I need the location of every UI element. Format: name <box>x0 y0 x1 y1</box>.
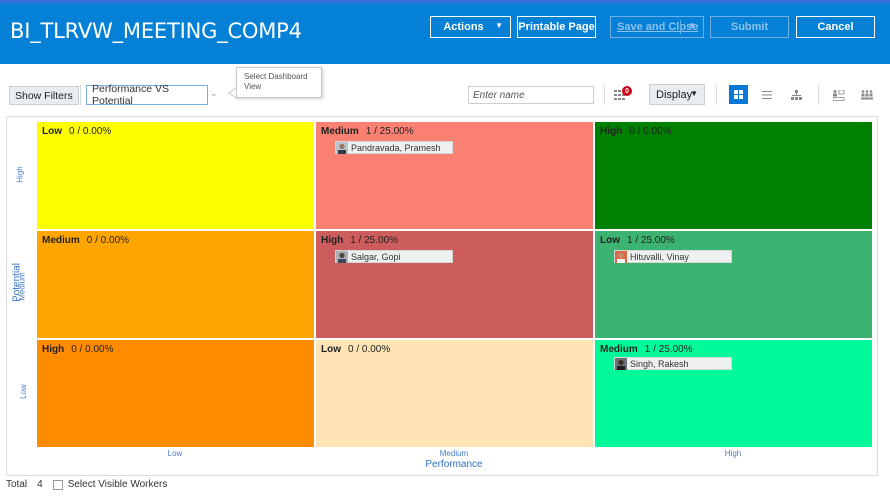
dashboard-view-select[interactable]: Performance VS Potential <box>86 83 208 107</box>
x-axis-title: Performance <box>425 459 483 470</box>
display-label: Display <box>656 88 693 101</box>
worker-name: Pandravada, Pramesh <box>351 142 441 153</box>
actions-label: Actions <box>443 21 484 33</box>
total-label: Total <box>6 479 28 490</box>
avatar-icon <box>336 250 348 263</box>
cell-stat: 1 / 25.00% <box>644 344 693 355</box>
split-divider <box>680 20 681 34</box>
grid-view-button[interactable] <box>729 85 748 104</box>
worker-name: Singh, Rakesh <box>630 358 689 369</box>
cell-stat: 0 / 0.00% <box>629 126 672 137</box>
y-label-low: Low <box>18 384 28 399</box>
avatar-icon <box>615 250 627 263</box>
printable-page-button[interactable]: Printable Page <box>517 16 596 38</box>
tooltip-tail-fill <box>230 88 237 98</box>
name-search-input[interactable] <box>468 86 594 104</box>
x-label-low: Low <box>167 449 183 458</box>
cell-stat: 1 / 25.00% <box>627 235 675 246</box>
cell-level: Low <box>42 126 62 137</box>
cell-potential-low-performance-low[interactable]: High 0 / 0.00% <box>37 340 314 447</box>
toolbar-divider <box>818 85 819 105</box>
cell-potential-low-performance-high[interactable]: Medium 1 / 25.00% Singh, Rakesh <box>595 340 872 447</box>
show-filters-button[interactable]: Show Filters <box>9 86 79 105</box>
grid-icon <box>734 90 743 99</box>
toolbar-divider <box>716 85 717 105</box>
notification-badge: 0 <box>622 86 632 96</box>
cell-potential-high-performance-high[interactable]: High 0 / 0.00% <box>595 122 872 229</box>
chevron-down-icon[interactable]: ⌄ <box>210 88 218 98</box>
worker-card[interactable]: Hituvalli, Vinay <box>614 250 732 263</box>
cell-level: Low <box>321 344 341 355</box>
page-header: BI_TLRVW_MEETING_COMP4 <box>0 3 890 64</box>
cell-potential-low-performance-medium[interactable]: Low 0 / 0.00% <box>316 340 593 447</box>
x-label-high: High <box>724 449 742 458</box>
top-accent-line <box>0 0 890 3</box>
list-view-icon[interactable] <box>760 88 774 102</box>
hierarchy-view-icon[interactable] <box>789 88 803 102</box>
cell-level: High <box>42 344 65 355</box>
submit-button[interactable]: Submit <box>710 16 789 38</box>
toolbar-divider <box>80 85 81 105</box>
select-visible-checkbox[interactable] <box>52 479 63 490</box>
cell-level: Medium <box>321 126 359 137</box>
y-label-high: High <box>15 166 25 183</box>
cell-potential-high-performance-low[interactable]: Low 0 / 0.00% <box>37 122 314 229</box>
select-visible-label[interactable]: Select Visible Workers <box>67 479 168 490</box>
page-title: BI_TLRVW_MEETING_COMP4 <box>10 19 302 43</box>
actions-button[interactable]: Actions ▼ <box>430 16 511 38</box>
cell-stat: 1 / 25.00% <box>350 235 399 246</box>
worker-name: Hituvalli, Vinay <box>630 251 689 262</box>
display-button[interactable]: Display ▼ <box>649 84 705 105</box>
cell-potential-high-performance-medium[interactable]: Medium 1 / 25.00% Pandravada, Pramesh <box>316 122 593 229</box>
cell-potential-medium-performance-high[interactable]: Low 1 / 25.00% Hituvalli, Vinay <box>595 231 872 338</box>
cell-potential-medium-performance-medium[interactable]: High 1 / 25.00% Salgar, Gopi <box>316 231 593 338</box>
caret-down-icon: ▼ <box>495 21 503 30</box>
cell-level: Low <box>600 235 620 246</box>
y-label-medium: Medium <box>17 272 27 301</box>
avatar-icon <box>615 357 627 370</box>
total-value: 4 <box>37 479 43 490</box>
cancel-button[interactable]: Cancel <box>796 16 875 38</box>
caret-down-icon: ▼ <box>688 21 696 30</box>
cell-level: High <box>321 235 344 246</box>
toolbar-divider <box>604 85 605 105</box>
caret-down-icon: ▼ <box>690 89 698 98</box>
footer: Total 4 Select Visible Workers <box>6 479 167 490</box>
x-label-medium: Medium <box>439 449 469 458</box>
cell-level: Medium <box>42 235 80 246</box>
cell-potential-medium-performance-low[interactable]: Medium 0 / 0.00% <box>37 231 314 338</box>
cell-level: Medium <box>600 344 638 355</box>
cell-stat: 1 / 25.00% <box>365 126 414 137</box>
avatar-icon <box>336 141 348 154</box>
worker-card[interactable]: Pandravada, Pramesh <box>335 141 453 154</box>
cell-level: High <box>600 126 623 137</box>
cell-stat: 0 / 0.00% <box>71 344 114 355</box>
worker-card[interactable]: Singh, Rakesh <box>614 357 732 370</box>
cell-stat: 0 / 0.00% <box>69 126 112 137</box>
compare-icon[interactable] <box>832 88 846 102</box>
save-and-close-label: Save and Close <box>617 21 699 33</box>
cell-stat: 0 / 0.00% <box>348 344 391 355</box>
worker-card[interactable]: Salgar, Gopi <box>335 250 453 263</box>
team-icon[interactable] <box>860 88 874 102</box>
save-and-close-button[interactable]: Save and Close ▼ <box>610 16 704 38</box>
cell-stat: 0 / 0.00% <box>86 235 130 246</box>
worker-name: Salgar, Gopi <box>351 251 401 262</box>
dashboard-view-tooltip: Select Dashboard View <box>236 67 322 98</box>
